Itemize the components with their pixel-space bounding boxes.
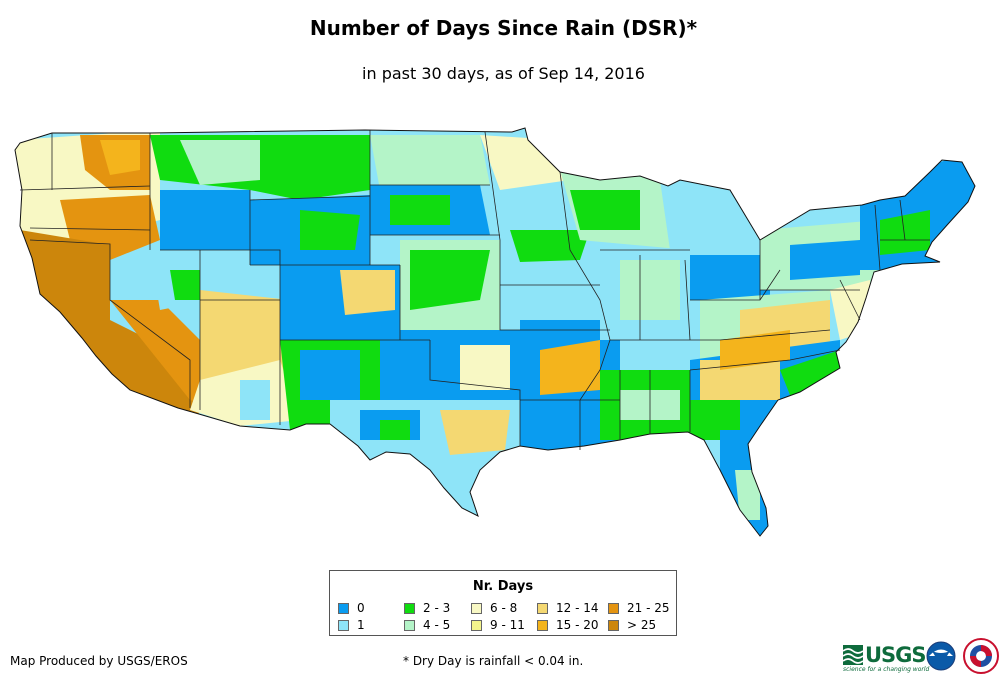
dsr-map <box>14 127 976 537</box>
legend-swatch <box>537 602 548 614</box>
usgs-wave-icon <box>843 645 863 665</box>
legend-title: Nr. Days <box>472 579 534 594</box>
legend-swatch <box>537 619 548 631</box>
legend-item-4: 6 - 8 <box>471 601 517 615</box>
map-subtitle: in past 30 days, as of Sep 14, 2016 <box>362 64 645 83</box>
usgs-logo-text: USGS <box>865 643 927 667</box>
legend-label: 1 <box>357 618 365 632</box>
legend-label: 4 - 5 <box>423 618 451 632</box>
legend-swatch <box>338 619 349 631</box>
legend-label: 2 - 3 <box>423 601 451 615</box>
legend-item-2: 2 - 3 <box>404 601 450 615</box>
legend-swatch <box>471 602 482 614</box>
legend-swatch <box>404 619 415 631</box>
noaa-logo-icon <box>926 641 956 671</box>
credit-text: Map Produced by USGS/EROS <box>10 654 188 668</box>
legend-label: > 25 <box>627 618 657 632</box>
legend-label: 15 - 20 <box>556 618 599 632</box>
legend-item-5: 9 - 11 <box>471 618 525 632</box>
legend: Nr. Days 0 1 2 - 3 4 - 5 6 - 8 9 - 11 12… <box>329 570 677 636</box>
map-title: Number of Days Since Rain (DSR)* <box>309 16 698 40</box>
legend-item-9: > 25 <box>608 618 656 632</box>
legend-item-7: 15 - 20 <box>537 618 599 632</box>
legend-label: 9 - 11 <box>490 618 525 632</box>
legend-swatch <box>471 619 482 631</box>
legend-label: 12 - 14 <box>556 601 599 615</box>
legend-swatch <box>338 602 349 614</box>
legend-label: 0 <box>357 601 365 615</box>
usgs-logo: USGS science for a changing world <box>843 640 930 673</box>
legend-item-6: 12 - 14 <box>537 601 599 615</box>
legend-swatch <box>608 619 619 631</box>
footnote-text: * Dry Day is rainfall < 0.04 in. <box>403 654 584 668</box>
nws-logo-icon <box>963 638 999 674</box>
legend-label: 6 - 8 <box>490 601 518 615</box>
legend-item-0: 0 <box>338 601 365 615</box>
legend-item-1: 1 <box>338 618 365 632</box>
legend-label: 21 - 25 <box>627 601 670 615</box>
legend-swatch <box>404 602 415 614</box>
legend-item-3: 4 - 5 <box>404 618 450 632</box>
legend-item-8: 21 - 25 <box>608 601 670 615</box>
legend-swatch <box>608 602 619 614</box>
usgs-tagline: science for a changing world <box>843 666 930 673</box>
